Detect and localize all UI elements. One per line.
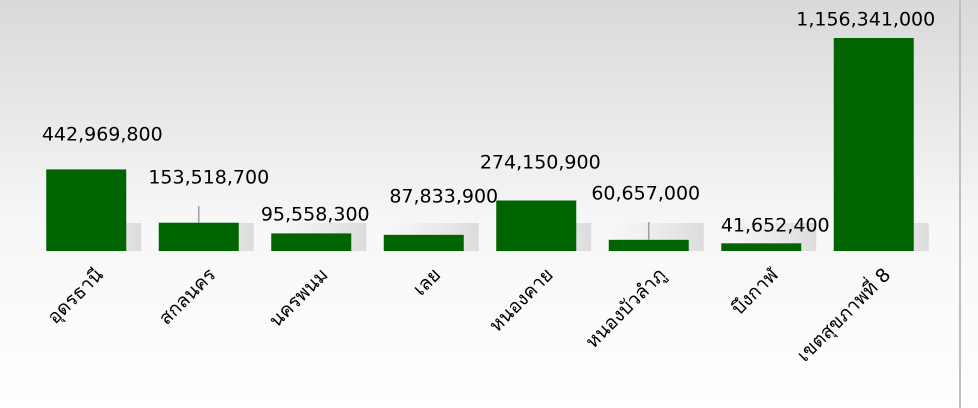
data-label: 60,657,000 <box>591 183 700 205</box>
data-label: 274,150,900 <box>480 152 601 174</box>
data-label: 442,969,800 <box>42 124 163 146</box>
bar <box>721 243 802 251</box>
bar <box>833 38 914 251</box>
data-label: 41,652,400 <box>721 215 830 237</box>
data-label: 1,156,341,000 <box>796 9 935 31</box>
data-label: 153,518,700 <box>148 167 269 189</box>
bar <box>158 222 239 251</box>
bar <box>496 200 577 251</box>
plot: 442,969,800อุดรธานี153,518,700สกลนคร95,5… <box>42 9 935 367</box>
bar <box>46 169 127 251</box>
bar <box>383 234 464 251</box>
bar <box>271 233 352 251</box>
data-label: 95,558,300 <box>261 204 370 226</box>
data-label: 87,833,900 <box>389 186 498 208</box>
bar <box>608 239 689 251</box>
